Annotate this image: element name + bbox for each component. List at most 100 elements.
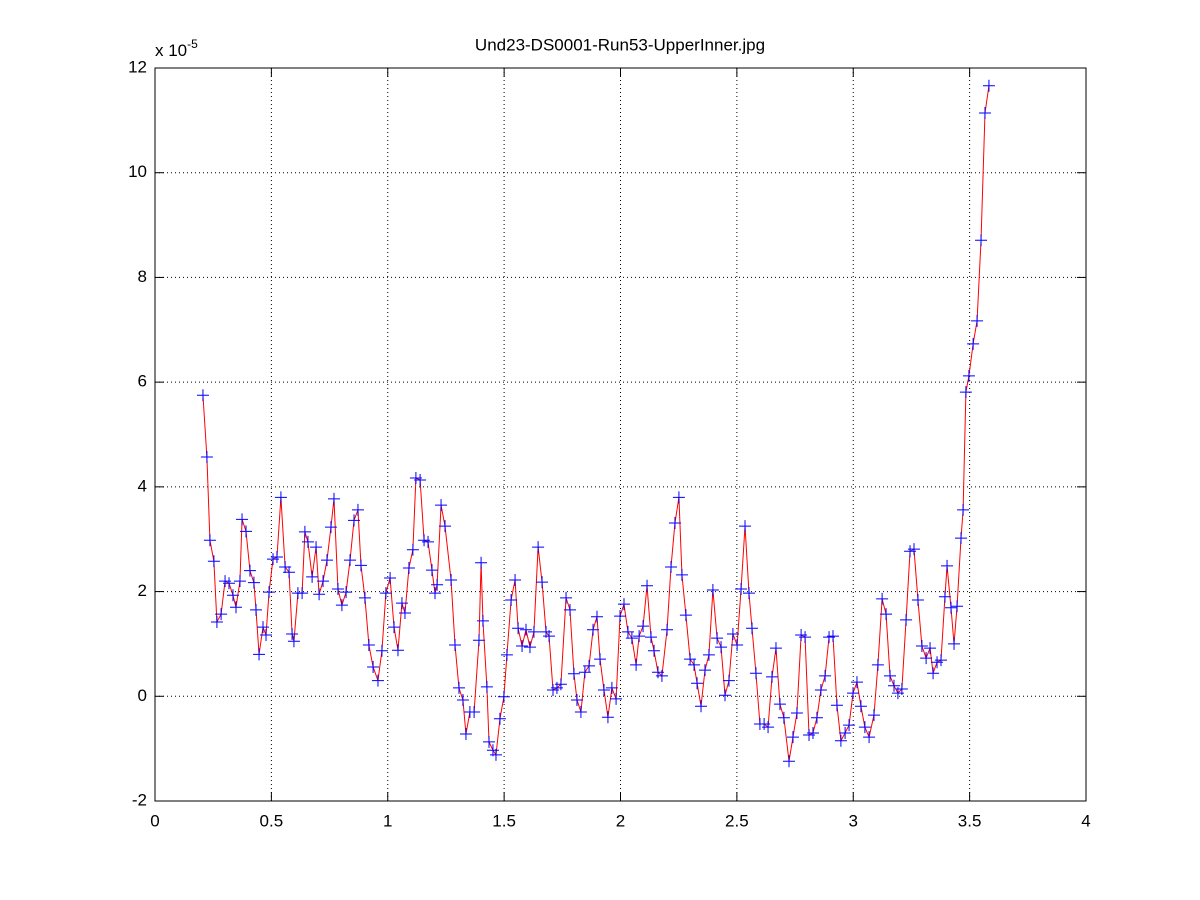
x-tick-label: 4: [1081, 811, 1090, 830]
data-marker: [306, 570, 319, 583]
y-tick-label: 10: [128, 162, 147, 181]
data-marker: [354, 559, 367, 572]
y-tick-label: 8: [138, 267, 147, 286]
data-marker: [493, 712, 506, 725]
data-marker: [414, 474, 427, 487]
data-marker: [806, 726, 819, 739]
data-marker: [982, 79, 995, 92]
data-marker: [310, 541, 323, 554]
data-marker: [799, 631, 812, 644]
data-marker: [247, 576, 260, 589]
data-marker: [962, 369, 975, 382]
data-marker: [489, 748, 502, 761]
data-marker: [257, 621, 269, 634]
data-marker: [250, 603, 263, 616]
data-marker: [379, 587, 392, 600]
data-marker: [941, 559, 954, 572]
data-marker: [476, 614, 489, 627]
y-tick-label: 2: [138, 581, 147, 600]
data-marker: [702, 648, 715, 661]
data-marker: [439, 520, 452, 533]
data-marker: [911, 593, 924, 606]
data-marker: [351, 503, 364, 516]
data-marker: [971, 314, 984, 327]
data-marker: [286, 627, 299, 640]
data-marker: [830, 699, 843, 712]
data-marker: [688, 658, 701, 671]
data-marker: [317, 575, 330, 588]
data-marker: [207, 555, 220, 568]
data-marker: [243, 564, 256, 577]
data-marker: [773, 698, 786, 711]
data-marker: [367, 660, 380, 673]
data-marker: [895, 682, 908, 695]
y-tick-label: 6: [138, 372, 147, 391]
y-multiplier-exponent: -5: [187, 37, 198, 51]
series-line: [202, 85, 990, 762]
data-marker: [900, 613, 913, 626]
data-marker: [563, 603, 576, 616]
x-tick-label: 0.5: [260, 811, 284, 830]
data-marker: [435, 499, 448, 512]
data-marker: [449, 638, 462, 651]
data-marker: [260, 629, 273, 642]
data-marker: [719, 689, 731, 702]
data-marker: [957, 503, 970, 516]
data-marker: [196, 389, 209, 402]
data-marker: [384, 571, 397, 584]
data-marker: [655, 669, 668, 682]
data-marker: [587, 623, 600, 636]
data-marker: [475, 556, 488, 569]
x-tick-label: 1.5: [492, 811, 516, 830]
data-marker: [819, 669, 832, 682]
data-marker: [601, 711, 614, 724]
data-marker: [358, 591, 371, 604]
y-multiplier: x 10-5: [155, 37, 198, 60]
data-marker: [731, 638, 744, 651]
data-marker: [597, 684, 610, 696]
data-marker: [253, 648, 266, 661]
data-marker: [594, 653, 607, 666]
data-marker: [422, 535, 435, 548]
data-marker: [691, 677, 704, 690]
data-marker: [672, 491, 685, 504]
data-marker: [402, 562, 415, 575]
data-marker: [472, 634, 485, 647]
data-marker: [726, 627, 739, 640]
data-marker: [827, 630, 839, 643]
x-tick-label: 2.5: [725, 811, 749, 830]
data-marker: [483, 735, 495, 748]
data-marker: [468, 705, 481, 718]
data-marker: [959, 386, 972, 399]
data-marker: [425, 564, 438, 577]
data-marker: [574, 705, 587, 718]
data-marker: [843, 719, 856, 732]
data-marker: [924, 642, 937, 655]
data-marker: [915, 640, 928, 653]
data-marker: [431, 578, 444, 591]
data-marker: [270, 551, 283, 564]
data-marker: [335, 599, 348, 612]
data-marker: [456, 693, 469, 706]
data-marker: [429, 587, 441, 600]
data-marker: [452, 681, 465, 694]
data-marker: [938, 590, 951, 603]
data-marker: [223, 577, 236, 590]
x-tick-label: 1: [383, 811, 392, 830]
data-marker: [512, 622, 525, 635]
data-marker: [695, 700, 708, 713]
data-marker: [230, 601, 242, 614]
data-marker: [847, 687, 860, 700]
data-marker: [955, 532, 968, 545]
data-marker: [362, 638, 375, 651]
data-marker: [583, 659, 596, 672]
data-marker: [543, 630, 556, 643]
data-marker: [486, 744, 499, 757]
data-marker: [834, 734, 847, 747]
data-marker: [567, 667, 580, 680]
data-marker: [625, 632, 638, 645]
data-marker: [340, 586, 353, 599]
data-marker: [766, 670, 779, 683]
data-marker: [786, 731, 799, 744]
